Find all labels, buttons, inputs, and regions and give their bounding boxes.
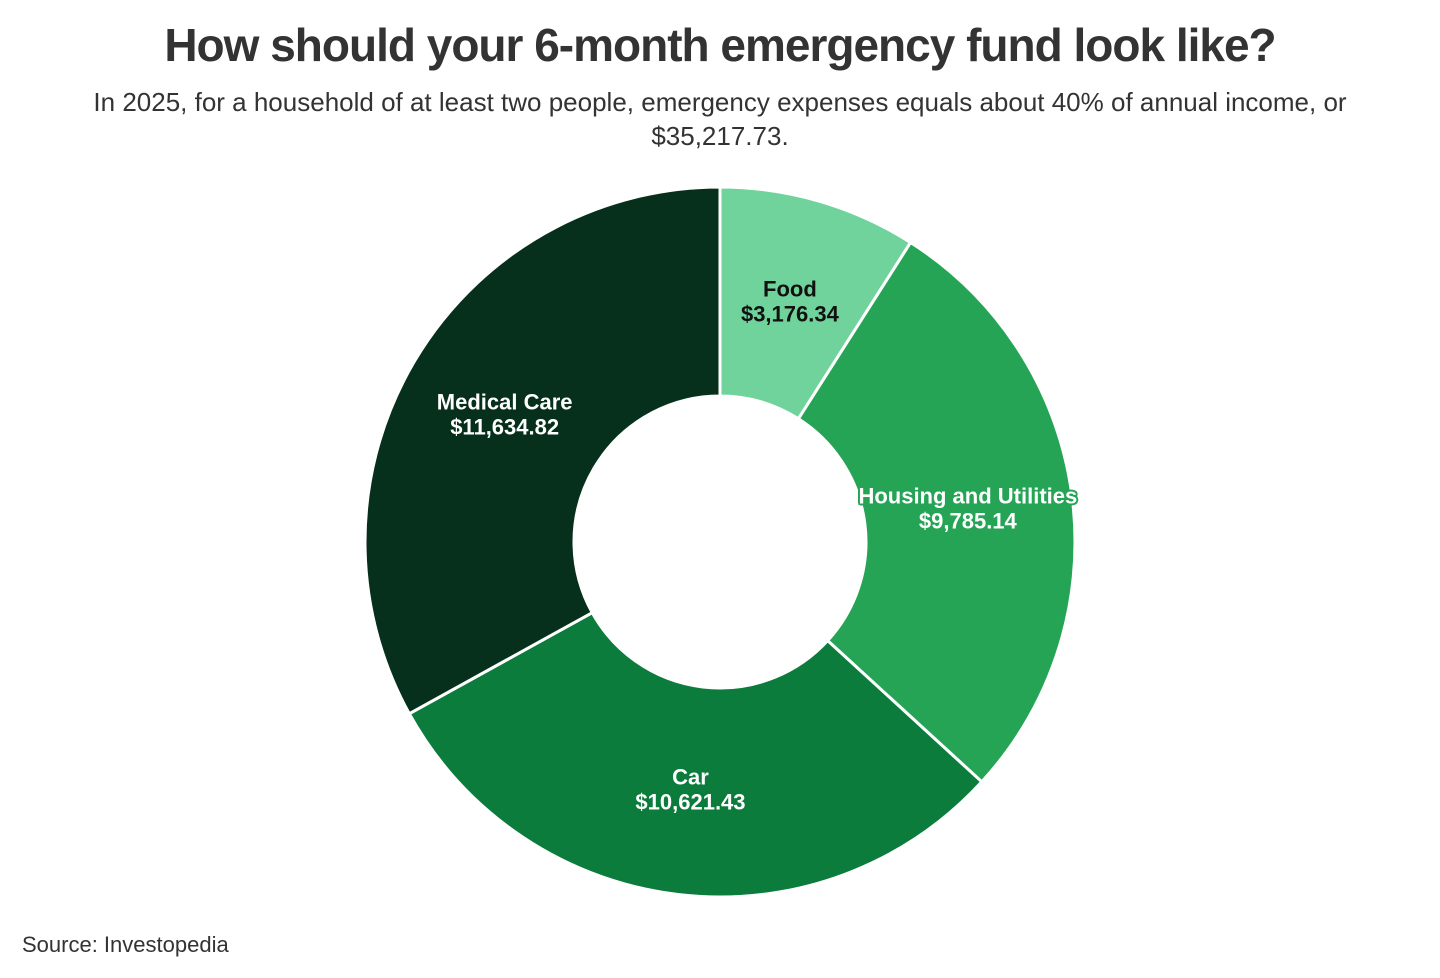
source-note: Source: Investopedia [22,932,229,957]
page-subtitle: In 2025, for a household of at least two… [93,87,1347,151]
donut-chart-svg [363,185,1077,899]
donut-chart: Food $3,176.34 Housing and Utilities $9,785… [358,180,1082,904]
donut-slice-medical-care [363,185,722,716]
donut-slice-car [407,611,984,899]
page-title: How should your 6-month emergency fund l… [164,19,1276,71]
donut-slice-housing-and-utilities [796,240,1077,784]
